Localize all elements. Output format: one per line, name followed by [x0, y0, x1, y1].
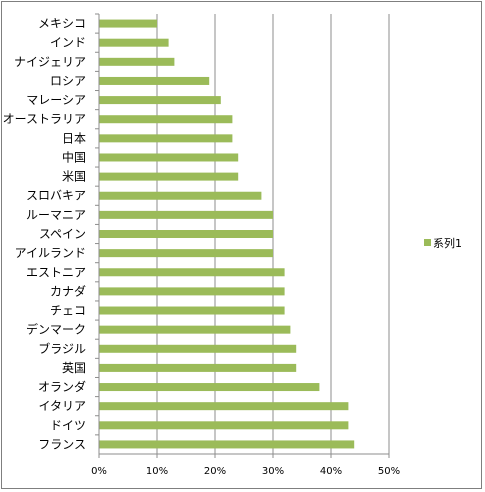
- tick-labels: 0% 10% 20% 30% 40% 50%: [91, 466, 400, 477]
- bar: [99, 19, 157, 28]
- category-label: ロシア: [50, 74, 86, 88]
- category-label: 日本: [62, 131, 86, 145]
- category-label: カナダ: [50, 283, 86, 298]
- bar: [99, 402, 349, 411]
- bar: [99, 96, 221, 105]
- bar: [99, 363, 297, 372]
- x-tick-label: 0%: [91, 466, 107, 477]
- category-label: ナイジェリア: [14, 55, 86, 69]
- bar: [99, 115, 233, 124]
- category-label: 中国: [62, 149, 86, 164]
- bar: [99, 306, 285, 315]
- category-label: イタリア: [38, 399, 86, 413]
- bar: [99, 421, 349, 430]
- category-label: メキシコ: [38, 17, 86, 31]
- bar: [99, 76, 210, 85]
- bar: [99, 134, 233, 143]
- category-label: ブラジル: [38, 341, 86, 356]
- bars: [99, 19, 355, 449]
- axes: [95, 13, 390, 458]
- category-label: インド: [50, 36, 86, 50]
- category-label: ルーマニア: [26, 208, 86, 222]
- category-label: アイルランド: [15, 246, 86, 260]
- category-label: チェコ: [50, 304, 86, 318]
- bar: [99, 440, 355, 449]
- bar: [99, 38, 169, 47]
- bar: [99, 210, 273, 219]
- bar: [99, 172, 239, 181]
- legend-swatch: [424, 239, 431, 246]
- category-label: 米国: [62, 170, 86, 184]
- bar: [99, 249, 273, 258]
- legend-label: 系列1: [433, 236, 462, 250]
- bar: [99, 153, 239, 162]
- category-label: ドイツ: [50, 418, 86, 432]
- category-label: スペイン: [39, 227, 86, 241]
- category-label: スロバキア: [26, 189, 86, 203]
- category-label: エストニア: [26, 265, 86, 279]
- bar: [99, 344, 297, 353]
- bar: [99, 325, 291, 334]
- x-tick-label: 20%: [204, 466, 226, 477]
- x-tick-label: 40%: [320, 466, 342, 477]
- category-label: フランス: [38, 437, 86, 451]
- x-tick-label: 10%: [146, 466, 168, 477]
- category-labels: メキシコインドナイジェリアロシアマレーシアオーストラリア日本中国米国スロバキアル…: [3, 17, 86, 452]
- bar: [99, 287, 285, 296]
- category-label: オランダ: [38, 379, 86, 394]
- x-tick-label: 50%: [378, 466, 400, 477]
- bar: [99, 383, 320, 392]
- legend: 系列1: [424, 236, 462, 250]
- category-label: デンマーク: [26, 322, 86, 337]
- category-label: オーストラリア: [3, 112, 86, 126]
- category-label: 英国: [62, 361, 86, 375]
- x-tick-label: 30%: [262, 466, 284, 477]
- bar: [99, 268, 285, 277]
- category-label: マレーシア: [26, 93, 86, 107]
- bar: [99, 230, 273, 238]
- bar: [99, 57, 175, 66]
- bar: [99, 191, 262, 200]
